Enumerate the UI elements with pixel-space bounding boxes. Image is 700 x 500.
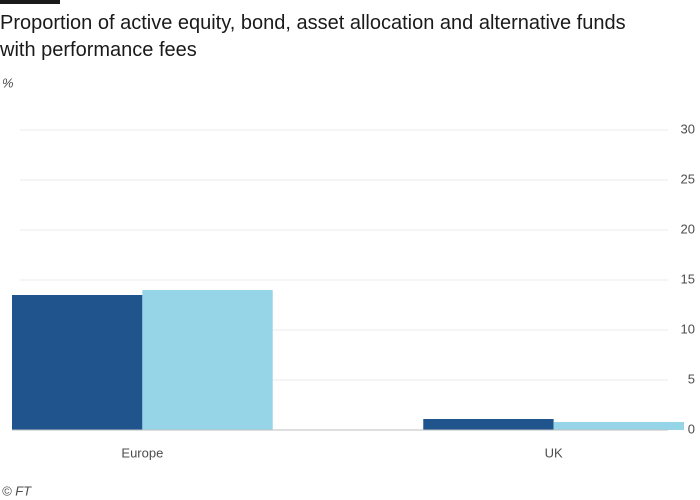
y-tick-label: 15 (681, 271, 695, 286)
bar (553, 422, 684, 430)
y-tick-label: 20 (681, 221, 695, 236)
chart-title: Proportion of active equity, bond, asset… (0, 12, 626, 61)
y-tick-label: 0 (688, 421, 695, 436)
y-tick-label: 5 (688, 371, 695, 386)
x-tick-label: UK (545, 445, 563, 460)
y-tick-label: 10 (681, 321, 695, 336)
bar (142, 290, 273, 430)
bar (12, 295, 143, 430)
source: © FT (2, 483, 32, 498)
x-tick-label: Europe (121, 445, 163, 460)
y-tick-label: 25 (681, 171, 695, 186)
brand-bar (0, 0, 60, 4)
y-axis-label: % (2, 75, 14, 90)
bar (423, 419, 554, 430)
y-tick-label: 30 (681, 121, 695, 136)
